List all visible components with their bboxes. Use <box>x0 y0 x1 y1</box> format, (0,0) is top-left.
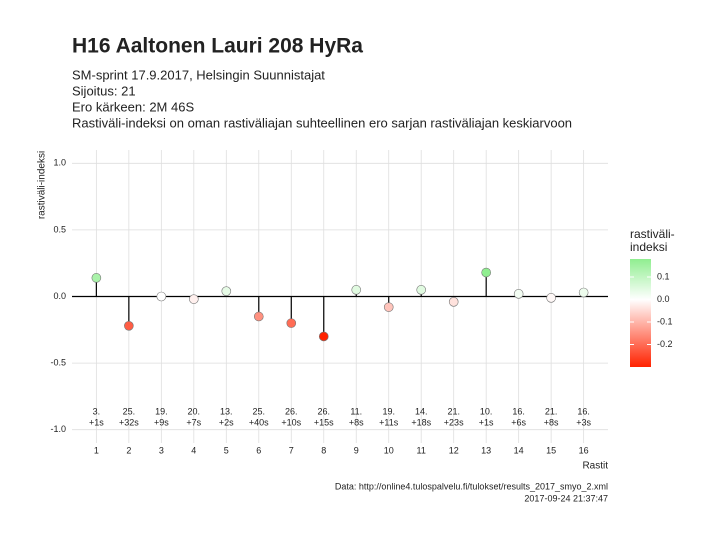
x-tick-label: 3 <box>159 445 164 455</box>
caption: 2017-09-24 21:37:47 <box>524 493 608 503</box>
diff-label: +11s <box>379 417 399 427</box>
rank-label: 16. <box>577 406 590 416</box>
point <box>124 320 134 331</box>
diff-label: +8s <box>544 417 559 427</box>
point <box>481 267 491 278</box>
y-tick-label: -1.0 <box>50 424 66 434</box>
subtitle: Sijoitus: 21 <box>72 83 136 98</box>
point <box>416 285 427 295</box>
rank-label: 16. <box>512 406 525 416</box>
diff-label: +32s <box>119 417 139 427</box>
rank-label: 14. <box>415 406 428 416</box>
x-tick-label: 11 <box>417 445 426 455</box>
rank-label: 13. <box>220 406 233 416</box>
rank-label: 21. <box>545 406 558 416</box>
y-tick-label: -0.5 <box>50 357 66 367</box>
point <box>351 285 362 295</box>
x-tick-label: 6 <box>256 445 261 455</box>
x-tick-label: 14 <box>514 445 524 455</box>
point <box>221 286 232 296</box>
point <box>513 289 524 299</box>
diff-label: +7s <box>186 417 201 427</box>
legend-tick-label: 0.1 <box>657 271 670 281</box>
point <box>156 291 167 302</box>
point <box>189 294 199 304</box>
legend-title: rastiväli- <box>630 227 675 241</box>
rank-label: 19. <box>382 406 395 416</box>
point <box>286 318 297 328</box>
legend-tick-label: -0.2 <box>657 339 673 349</box>
x-tick-label: 10 <box>384 445 394 455</box>
x-tick-label: 12 <box>449 445 459 455</box>
x-tick-label: 5 <box>224 445 229 455</box>
rank-label: 26. <box>317 406 330 416</box>
diff-label: +1s <box>89 417 104 427</box>
diff-label: +18s <box>411 417 431 427</box>
rank-label: 3. <box>93 406 101 416</box>
x-tick-label: 13 <box>481 445 491 455</box>
rank-label: 20. <box>188 406 201 416</box>
point <box>383 302 394 312</box>
diff-label: +10s <box>281 417 301 427</box>
diff-label: +40s <box>249 417 269 427</box>
legend-tick-label: -0.1 <box>657 316 673 326</box>
diff-label: +2s <box>219 417 234 427</box>
point <box>448 297 459 307</box>
x-tick-label: 9 <box>354 445 359 455</box>
point <box>578 287 589 298</box>
rank-label: 19. <box>155 406 168 416</box>
x-axis-label: Rastit <box>582 461 608 472</box>
rank-label: 26. <box>285 406 298 416</box>
x-tick-label: 16 <box>579 445 589 455</box>
x-tick-label: 4 <box>191 445 196 455</box>
x-tick-label: 2 <box>126 445 131 455</box>
diff-label: +1s <box>479 417 494 427</box>
x-tick-label: 8 <box>321 445 326 455</box>
diff-label: +9s <box>154 417 169 427</box>
rank-label: 21. <box>447 406 460 416</box>
legend-tick-label: 0.0 <box>657 294 670 304</box>
diff-label: +15s <box>314 417 334 427</box>
y-axis-label: rastiväli-indeksi <box>37 151 48 219</box>
x-tick-label: 7 <box>289 445 294 455</box>
diff-label: +8s <box>349 417 364 427</box>
diff-label: +3s <box>576 417 591 427</box>
subtitle: SM-sprint 17.9.2017, Helsingin Suunnista… <box>72 67 325 82</box>
point <box>91 273 102 283</box>
y-tick-label: 0.5 <box>53 224 66 234</box>
chart-title: H16 Aaltonen Lauri 208 HyRa <box>72 35 363 58</box>
diff-label: +23s <box>444 417 464 427</box>
diff-label: +6s <box>511 417 526 427</box>
point <box>546 293 556 303</box>
y-tick-label: 1.0 <box>53 158 66 168</box>
legend-title: indeksi <box>630 240 667 254</box>
point <box>253 311 264 322</box>
rank-label: 11. <box>350 406 362 416</box>
x-tick-label: 1 <box>94 445 99 455</box>
subtitle: Rastiväli-indeksi on oman rastiväliajan … <box>72 115 572 130</box>
caption: Data: http://online4.tulospalvelu.fi/tul… <box>335 481 608 491</box>
rank-label: 25. <box>123 406 136 416</box>
point <box>318 331 329 342</box>
y-tick-label: 0.0 <box>53 291 66 301</box>
legend-colorbar <box>630 259 651 367</box>
x-tick-label: 15 <box>546 445 556 455</box>
subtitle: Ero kärkeen: 2M 46S <box>72 99 194 114</box>
rank-label: 10. <box>480 406 493 416</box>
rank-label: 25. <box>253 406 266 416</box>
